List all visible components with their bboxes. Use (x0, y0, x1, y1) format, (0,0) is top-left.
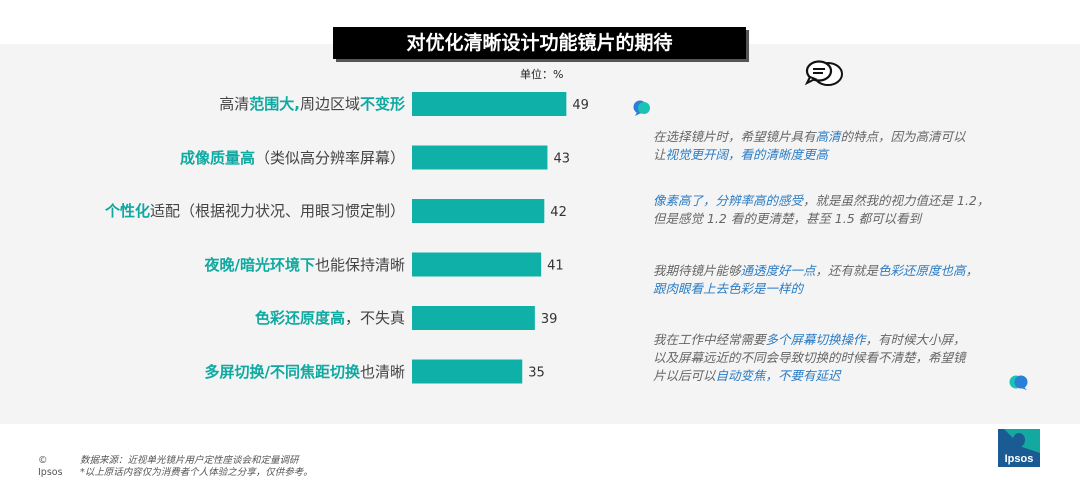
category-label-2: 成像质量高（类似高分辨率屏幕） (179, 148, 405, 167)
chat-bubble-icon (633, 100, 650, 116)
category-label-5: 色彩还原度高，不失真 (254, 309, 405, 327)
page-title: 对优化清晰设计功能镜片的期待 (333, 27, 746, 59)
value-label-5: 39 (541, 312, 558, 327)
value-label-6: 35 (528, 366, 545, 381)
bar-4 (412, 252, 542, 277)
speech-bubbles-icon (804, 60, 843, 86)
ipsos-logo: Ipsos (998, 429, 1040, 467)
source-text: 数据来源：近视单光镜片用户定性座谈会和定量调研 (80, 455, 299, 466)
quote-line: 但是感觉 1.2 看的更清楚，甚至 1.5 都可以看到 (653, 211, 922, 226)
value-label-2: 43 (553, 152, 570, 167)
quote-line: 跟肉眼看上去色彩是一样的 (653, 281, 804, 296)
bar-1 (412, 92, 567, 116)
category-label-4: 夜晚/暗光环境下也能保持清晰 (204, 255, 406, 274)
bar-6 (412, 359, 523, 384)
category-label-6: 多屏切换/不同焦距切换也清晰 (204, 362, 406, 381)
quote-line: 我在工作中经常需要多个屏幕切换操作，有时候大小屏， (653, 332, 966, 347)
quote-line: 我期待镜片能够通透度好一点，还有就是色彩还原度也高， (653, 263, 979, 278)
quote-line: 像素高了，分辨率高的感受，就是虽然我的视力值还是 1.2， (653, 193, 990, 208)
quote-line: 在选择镜片时，希望镜片具有高清的特点，因为高清可以 (653, 129, 966, 144)
quote-2: 像素高了，分辨率高的感受，就是虽然我的视力值还是 1.2， 但是感觉 1.2 看的… (653, 192, 1013, 228)
quote-line: 以及屏幕远近的不同会导致切换的时候看不清楚，希望镜 (653, 350, 966, 365)
value-label-4: 41 (547, 259, 564, 274)
quote-1: 在选择镜片时，希望镜片具有高清的特点，因为高清可以 让视觉更开阔，看的清晰度更高 (653, 128, 1013, 164)
bar-5 (412, 306, 535, 330)
copyright-text: © Ipsos (38, 455, 63, 478)
value-label-1: 49 (572, 98, 589, 113)
unit-label: 单位：% (520, 68, 564, 81)
bar-2 (412, 145, 548, 170)
quote-line: 让视觉更开阔，看的清晰度更高 (653, 147, 829, 162)
quote-4: 我在工作中经常需要多个屏幕切换操作，有时候大小屏， 以及屏幕远近的不同会导致切换的… (653, 331, 1013, 385)
disclaimer-text: *以上原话内容仅为消费者个人体验之分享，仅供参考。 (80, 467, 313, 478)
value-label-3: 42 (550, 205, 567, 220)
chat-bubble-icon-bottom (1009, 375, 1028, 390)
quote-3: 我期待镜片能够通透度好一点，还有就是色彩还原度也高， 跟肉眼看上去色彩是一样的 (653, 262, 1013, 298)
bar-3 (412, 199, 545, 223)
quote-line: 片以后可以自动变焦，不要有延迟 (653, 368, 841, 383)
category-label-3: 个性化适配（根据视力状况、用眼习惯定制） (104, 202, 405, 220)
logo-text: Ipsos (1004, 453, 1034, 465)
logo-mark-icon (1004, 429, 1040, 453)
category-label-1: 高清范围大,周边区域不变形 (219, 95, 405, 113)
